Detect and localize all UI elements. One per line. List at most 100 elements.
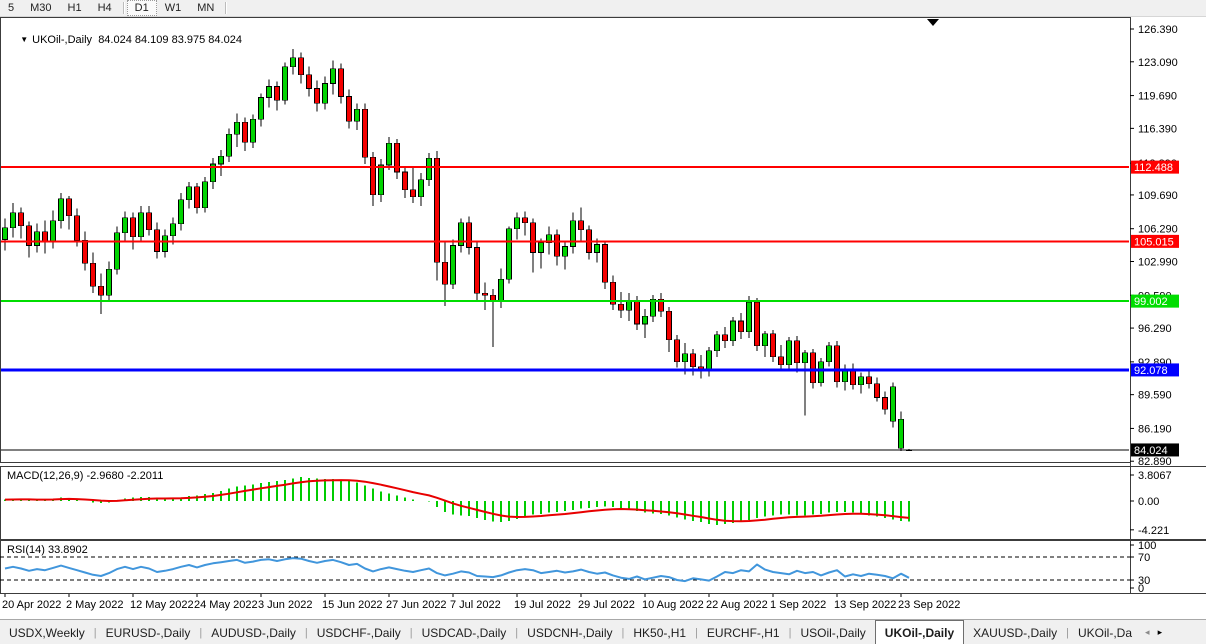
- symbol-tab-usdchfdaily[interactable]: USDCHF-,Daily: [316, 625, 401, 640]
- symbol-tab-usdxweekly[interactable]: USDX,Weekly: [9, 625, 85, 640]
- tab-scroll-nav: ◂ ▸: [1145, 620, 1162, 644]
- price-line-label: 105.015: [1134, 236, 1174, 248]
- symbol-tab-ukoilda[interactable]: UKOil-,Da: [1078, 625, 1133, 640]
- timeframe-button-5[interactable]: 5: [8, 2, 15, 14]
- price-tick-label: 102.990: [1138, 257, 1178, 269]
- candle-body: [514, 217, 520, 229]
- candle-body: [578, 220, 584, 230]
- candle-body: [42, 231, 48, 242]
- price-tick-label: 82.890: [1138, 456, 1172, 468]
- symbol-tab-usoildaily[interactable]: USOil-,Daily: [800, 625, 866, 640]
- symbol-tab-xauusddaily[interactable]: XAUUSD-,Daily: [973, 625, 1058, 640]
- candle-body: [666, 310, 672, 341]
- chart-ohlc-readout: 84.024 84.109 83.975 84.024: [98, 34, 242, 46]
- candle-body: [18, 212, 24, 226]
- candle-body: [834, 345, 840, 382]
- date-label: 13 Sep 2022: [834, 599, 896, 611]
- candle-body: [722, 334, 728, 342]
- candle-body: [226, 133, 232, 157]
- candle-body: [282, 66, 288, 101]
- rsi-scale-label: 30: [1138, 575, 1150, 587]
- candle-body: [106, 269, 112, 296]
- chart-title: ▼ UKOil-,Daily 84.024 84.109 83.975 84.02…: [8, 22, 242, 58]
- candle-body: [570, 220, 576, 247]
- candle-body: [506, 228, 512, 280]
- candle-body: [58, 198, 64, 221]
- candle-body: [330, 68, 336, 84]
- candle-body: [474, 247, 480, 294]
- symbol-tab-eurchfh1[interactable]: EURCHF-,H1: [706, 625, 780, 640]
- price-line-label-box: [1131, 443, 1179, 457]
- candle-body: [482, 292, 488, 296]
- chart-area[interactable]: 126.390123.090119.690116.390112.890109.6…: [0, 16, 1206, 619]
- candle-body: [2, 227, 8, 240]
- timeframe-button-h1[interactable]: H1: [67, 2, 82, 14]
- symbol-tab-usdcaddaily[interactable]: USDCAD-,Daily: [421, 625, 507, 640]
- symbol-tab-ukoildaily[interactable]: UKOil-,Daily: [874, 620, 965, 644]
- candle-body: [258, 97, 264, 120]
- chart-collapse-icon[interactable]: ▼: [20, 35, 29, 44]
- date-label: 12 May 2022: [130, 599, 194, 611]
- timeframe-button-m30[interactable]: M30: [30, 2, 52, 14]
- candle-body: [858, 376, 864, 385]
- candle-body: [530, 222, 536, 253]
- toolbar-separator: [225, 2, 227, 14]
- rsi-pane[interactable]: [0, 540, 1131, 594]
- timeframe-button-mn[interactable]: MN: [197, 2, 215, 14]
- candle-body: [466, 222, 472, 248]
- candle-body: [770, 333, 776, 358]
- price-tick-label: 126.390: [1138, 24, 1178, 36]
- symbol-tabbar: USDX,Weekly | EURUSD-,Daily | AUDUSD-,Daily |…: [0, 619, 1206, 644]
- date-label: 1 Sep 2022: [770, 599, 826, 611]
- symbol-tab-hk50h1[interactable]: HK50-,H1: [633, 625, 687, 640]
- candle-body: [26, 225, 32, 246]
- symbol-tab-eurusddaily[interactable]: EURUSD-,Daily: [105, 625, 191, 640]
- rsi-scale-label: 0: [1138, 583, 1144, 595]
- price-line-label: 99.002: [1134, 296, 1168, 308]
- toolbar-separator: [122, 2, 124, 14]
- price-pane[interactable]: [0, 17, 1131, 463]
- tab-scroll-left-icon[interactable]: ◂: [1145, 627, 1150, 637]
- tab-separator: |: [1066, 626, 1070, 639]
- candle-body: [314, 88, 320, 104]
- date-label: 15 Jun 2022: [322, 599, 383, 611]
- candle-body: [554, 234, 560, 257]
- candle-body: [618, 303, 624, 311]
- candle-body: [434, 157, 440, 263]
- rsi-scale-label: 100: [1138, 540, 1156, 552]
- candle-body: [738, 320, 744, 333]
- candle-body: [378, 164, 384, 196]
- candle-body: [306, 74, 312, 89]
- candle-body: [290, 57, 296, 67]
- symbol-tab-usdcnhdaily[interactable]: USDCNH-,Daily: [527, 625, 613, 640]
- candle-body: [178, 199, 184, 224]
- tab-separator: |: [788, 626, 792, 639]
- symbol-tab-audusddaily[interactable]: AUDUSD-,Daily: [211, 625, 296, 640]
- date-label: 22 Aug 2022: [706, 599, 768, 611]
- macd-scale-label: -4.221: [1138, 525, 1169, 537]
- price-line-label: 84.024: [1134, 445, 1168, 457]
- candle-body: [826, 345, 832, 363]
- candle-body: [146, 212, 152, 230]
- candle-body: [746, 301, 752, 333]
- macd-scale-label: 0.00: [1138, 496, 1159, 508]
- date-label: 7 Jul 2022: [450, 599, 501, 611]
- candle-body: [394, 142, 400, 173]
- date-label: 24 May 2022: [194, 599, 258, 611]
- date-label: 2 May 2022: [66, 599, 123, 611]
- candle-body: [730, 320, 736, 342]
- timeframe-button-w1[interactable]: W1: [164, 2, 182, 14]
- timeframe-button-h4[interactable]: H4: [97, 2, 112, 14]
- candle-body: [682, 353, 688, 363]
- chart-shift-marker-icon[interactable]: [927, 19, 939, 26]
- candle-body: [250, 119, 256, 143]
- candle-body: [882, 397, 888, 410]
- tab-scroll-right-icon[interactable]: ▸: [1157, 627, 1163, 637]
- candle-body: [386, 142, 392, 166]
- price-line-label: 112.488: [1134, 162, 1173, 174]
- candle-body: [546, 234, 552, 243]
- rsi-scale-label: 70: [1138, 552, 1150, 564]
- timeframe-button-d1[interactable]: D1: [126, 0, 157, 16]
- price-line-label-box: [1131, 160, 1179, 174]
- tab-separator: |: [93, 626, 97, 639]
